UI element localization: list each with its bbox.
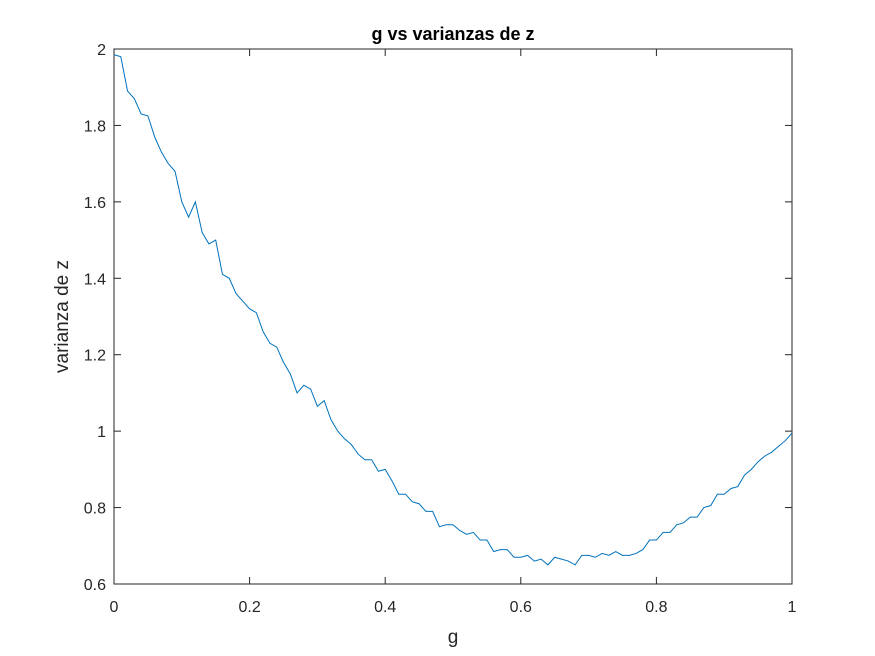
y-tick-label: 1.8 — [84, 118, 106, 135]
chart-title: g vs varianzas de z — [371, 24, 534, 44]
x-axis-label: g — [448, 627, 459, 648]
x-tick-label: 0.4 — [374, 599, 396, 616]
x-tick-label: 0 — [110, 599, 119, 616]
x-tick-label: 0.6 — [510, 599, 532, 616]
y-tick-label: 2 — [97, 42, 106, 59]
x-tick-label: 1 — [788, 599, 797, 616]
x-tick-label: 0.8 — [645, 599, 667, 616]
axis-ticks: 0 0.2 0.4 0.6 0.8 1 0.6 0.8 1 1.2 1.4 1.6 1.8 2 — [84, 42, 797, 616]
y-tick-label: 0.6 — [84, 577, 106, 594]
plot-area — [113, 48, 793, 585]
y-axis-label: varianza de z — [52, 260, 73, 373]
series-line — [113, 54, 793, 566]
y-tick-label: 1.4 — [84, 271, 106, 288]
y-tick-label: 1.6 — [84, 195, 106, 212]
x-tick-label: 0.2 — [238, 599, 260, 616]
y-tick-label: 0.8 — [84, 501, 106, 518]
y-tick-label: 1 — [97, 424, 106, 441]
y-tick-label: 1.2 — [84, 348, 106, 365]
